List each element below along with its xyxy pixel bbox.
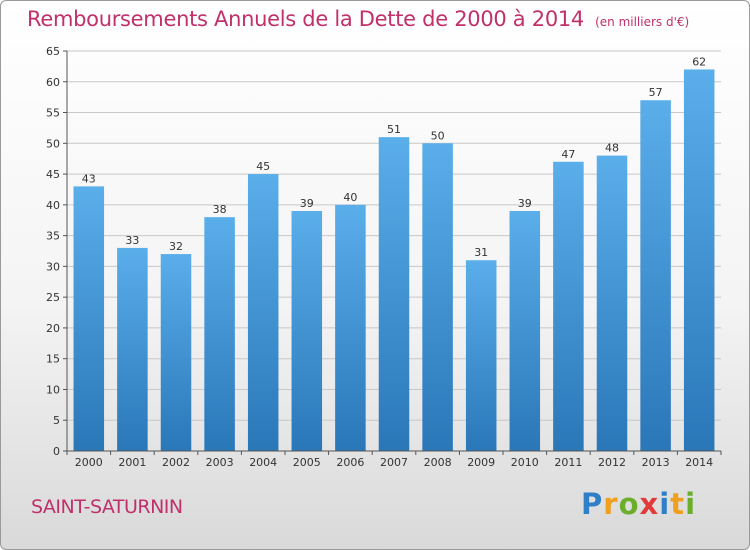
bar — [204, 217, 235, 451]
data-label: 45 — [256, 160, 270, 173]
bar — [73, 186, 105, 451]
chart-header: Remboursements Annuels de la Dette de 20… — [27, 7, 689, 31]
chart-subtitle: (en milliers d'€) — [595, 15, 690, 29]
y-tick-label: 55 — [46, 107, 60, 120]
data-label: 38 — [213, 203, 227, 216]
x-tick-label: 2007 — [380, 456, 408, 469]
y-tick-label: 0 — [53, 445, 60, 458]
x-tick-label: 2003 — [206, 456, 234, 469]
y-tick-label: 60 — [46, 76, 60, 89]
data-label: 62 — [692, 55, 706, 68]
x-tick-label: 2006 — [336, 456, 364, 469]
data-label: 32 — [169, 240, 183, 253]
bar — [553, 161, 584, 451]
data-label: 33 — [125, 234, 139, 247]
bar — [422, 143, 453, 452]
data-label: 40 — [343, 191, 357, 204]
bar — [683, 69, 715, 451]
x-tick-label: 2014 — [685, 456, 713, 469]
data-label: 39 — [300, 197, 314, 210]
data-labels: 43 33 32 38 45 39 40 51 50 31 39 47 48 57 62 — [82, 55, 706, 259]
bar — [247, 174, 279, 452]
x-tick-label: 2011 — [554, 456, 582, 469]
chart-title: Remboursements Annuels de la Dette de 20… — [27, 7, 584, 31]
x-tick-label: 2008 — [424, 456, 452, 469]
data-label: 50 — [431, 129, 445, 142]
bar — [596, 155, 628, 451]
y-tick-label: 50 — [46, 137, 60, 150]
x-tick-label: 2000 — [75, 456, 103, 469]
logo-letter: t — [670, 487, 686, 521]
x-tick-label: 2002 — [162, 456, 190, 469]
y-tick-label: 20 — [46, 322, 60, 335]
x-tick-label: 2009 — [467, 456, 495, 469]
bar — [291, 211, 323, 451]
y-tick-label: 35 — [46, 230, 60, 243]
y-tick-label: 65 — [46, 45, 60, 58]
y-tick-label: 5 — [53, 414, 60, 427]
bar — [378, 137, 410, 451]
bar — [640, 100, 671, 451]
data-label: 51 — [387, 123, 401, 136]
y-tick-label: 10 — [46, 383, 60, 396]
bar — [160, 254, 192, 451]
data-label: 47 — [561, 148, 575, 161]
data-label: 43 — [82, 172, 96, 185]
y-tick-label: 40 — [46, 199, 60, 212]
commune-name: SAINT-SATURNIN — [31, 496, 183, 518]
y-tick-label: 30 — [46, 260, 60, 273]
y-tick-label: 45 — [46, 168, 60, 181]
bar — [335, 204, 366, 451]
bar — [465, 260, 497, 451]
data-label: 57 — [649, 86, 663, 99]
x-tick-label: 2001 — [118, 456, 146, 469]
x-tick-label: 2012 — [598, 456, 626, 469]
logo-letter: i — [659, 487, 671, 521]
y-tick-label: 25 — [46, 291, 60, 304]
x-tick-label: 2005 — [293, 456, 321, 469]
data-label: 31 — [474, 246, 488, 259]
bar — [509, 211, 541, 451]
data-label: 39 — [518, 197, 532, 210]
x-tick-label: 2013 — [642, 456, 670, 469]
logo-letter: r — [603, 487, 619, 521]
logo-letter: o — [618, 487, 640, 521]
logo-letter: P — [581, 487, 604, 521]
data-label: 48 — [605, 142, 619, 155]
logo-letter: x — [639, 487, 660, 521]
bars — [73, 69, 715, 452]
y-tick-label: 15 — [46, 353, 60, 366]
x-tick-label: 2010 — [511, 456, 539, 469]
logo-letter: i — [685, 487, 697, 521]
proxiti-logo: Proxiti — [581, 487, 696, 521]
bar — [117, 247, 148, 451]
axes: 0 5 10 15 20 25 30 35 40 45 50 55 60 65 2000 2001 2002 20… — [46, 45, 722, 469]
x-tick-label: 2004 — [249, 456, 277, 469]
